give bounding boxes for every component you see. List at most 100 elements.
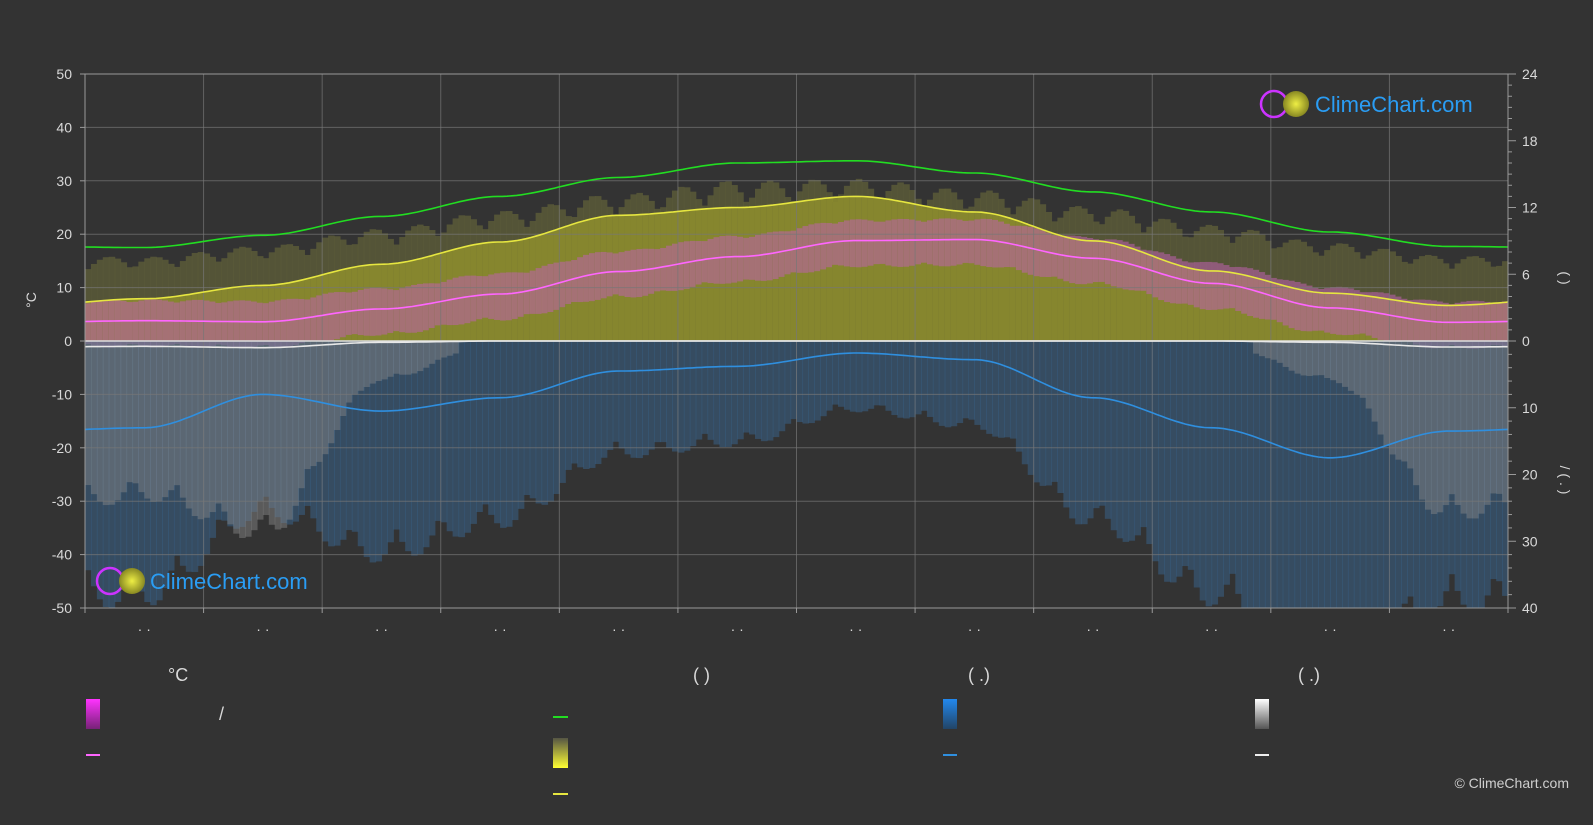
temperature-strip [523, 272, 531, 315]
temperature-strip [197, 299, 205, 348]
rain-strip [980, 341, 987, 430]
temperature-strip [1009, 225, 1017, 268]
snow-strip [1430, 341, 1438, 515]
sunshine-strip [944, 209, 952, 341]
rain-strip [1069, 341, 1076, 519]
temperature-strip [980, 218, 987, 267]
temperature-strip [162, 300, 169, 347]
temperature-strip [245, 300, 252, 349]
rain-strip [1039, 341, 1047, 486]
rain-strip [612, 341, 620, 442]
daylight-strip [1502, 261, 1508, 341]
temperature-strip [938, 218, 946, 267]
rain-strip [245, 341, 252, 522]
rain-strip [108, 341, 116, 608]
rain-strip [1092, 341, 1100, 509]
snow-strip [322, 341, 329, 455]
snow-strip [1312, 341, 1319, 376]
rain-strip [1436, 341, 1444, 607]
brand-logo-bottom[interactable]: ClimeChart.com [95, 566, 308, 596]
temperature-strip [873, 221, 881, 265]
rain-strip [162, 341, 169, 589]
rain-strip [322, 341, 329, 542]
left-axis-label: °C [23, 292, 39, 308]
snow-strip [221, 341, 228, 512]
snow-strip [1466, 341, 1474, 519]
temperature-strip [411, 284, 418, 333]
rain-strip [1490, 341, 1497, 580]
snow-strip [256, 341, 264, 520]
temperature-strip [1401, 298, 1408, 342]
rain-strip [482, 341, 489, 505]
sunshine-strip [1158, 259, 1165, 341]
daylight-strip [1436, 258, 1444, 341]
left-tick-label: -20 [52, 440, 72, 456]
temperature-strip [381, 288, 388, 335]
temperature-strip [185, 300, 193, 347]
temperature-strip [689, 240, 697, 287]
rain-strip [921, 341, 928, 411]
temperature-strip [1116, 240, 1124, 289]
temperature-strip [470, 275, 477, 322]
rain-strip [1365, 341, 1373, 608]
sunshine-strip [1015, 221, 1023, 341]
rain-strip [351, 341, 359, 532]
temperature-strip [1430, 300, 1438, 349]
snow-strip [85, 341, 92, 486]
temperature-strip [221, 302, 228, 346]
temperature-strip [784, 231, 792, 275]
temperature-strip [114, 300, 122, 348]
daylight-strip [1466, 256, 1474, 341]
rain-strip [1383, 341, 1391, 608]
month-tick-label: · · [1442, 621, 1455, 637]
rain-strip [239, 341, 246, 527]
legend-col3-title: ( .) [968, 665, 990, 685]
temperature-strip [1092, 239, 1100, 283]
temperature-range-swatch [86, 699, 100, 729]
temperature-strip [387, 289, 394, 333]
temperature-strip [1253, 269, 1260, 318]
snow-line [85, 340, 1508, 349]
copyright[interactable]: © ClimeChart.com [1454, 775, 1569, 791]
right-top-tick-label: 18 [1522, 133, 1538, 149]
sunshine-strip [1134, 250, 1141, 341]
legend-col4-title: ( .) [1298, 665, 1320, 685]
temperature-strip [1193, 262, 1201, 308]
rain-strip [369, 341, 377, 563]
rain-strip [1454, 341, 1462, 591]
sunshine-strip [832, 197, 839, 341]
snow-strip [1442, 341, 1450, 506]
sunshine-range-swatch [553, 738, 568, 768]
rain-strip [268, 341, 276, 508]
right-axis-top-label: ( ) [1557, 271, 1573, 284]
snow-strip [1502, 341, 1508, 503]
rain-strip [476, 341, 483, 513]
temperature-strip [1110, 239, 1118, 287]
temperature-strip [1057, 235, 1064, 279]
temperature-strip [168, 301, 175, 345]
temperature-strip [992, 219, 999, 268]
rain-strip [345, 341, 353, 531]
snow-strip [280, 341, 288, 528]
snow-strip [1330, 341, 1337, 381]
temperature-strip [778, 231, 786, 277]
temperature-strip [1413, 299, 1420, 345]
temperature-strip [428, 283, 436, 329]
rain-strip [120, 341, 128, 591]
temperature-strip [1134, 246, 1141, 291]
rain-strip [1205, 341, 1213, 607]
snow-strip [1472, 341, 1479, 519]
rain-strip [1229, 341, 1236, 574]
temperature-strip [541, 265, 549, 314]
rain-strip [1341, 341, 1349, 608]
temperature-strip [1051, 235, 1058, 277]
temperature-strip [1140, 249, 1147, 291]
rain-strip [1253, 341, 1260, 608]
right-top-tick-label: 12 [1522, 200, 1538, 216]
sunshine-strip [992, 214, 999, 341]
snow-strip [1401, 341, 1408, 462]
rain-strip [915, 341, 922, 415]
temperature-strip [671, 243, 679, 291]
brand-logo-top[interactable]: ClimeChart.com [1259, 89, 1473, 119]
rain-strip [280, 341, 288, 524]
